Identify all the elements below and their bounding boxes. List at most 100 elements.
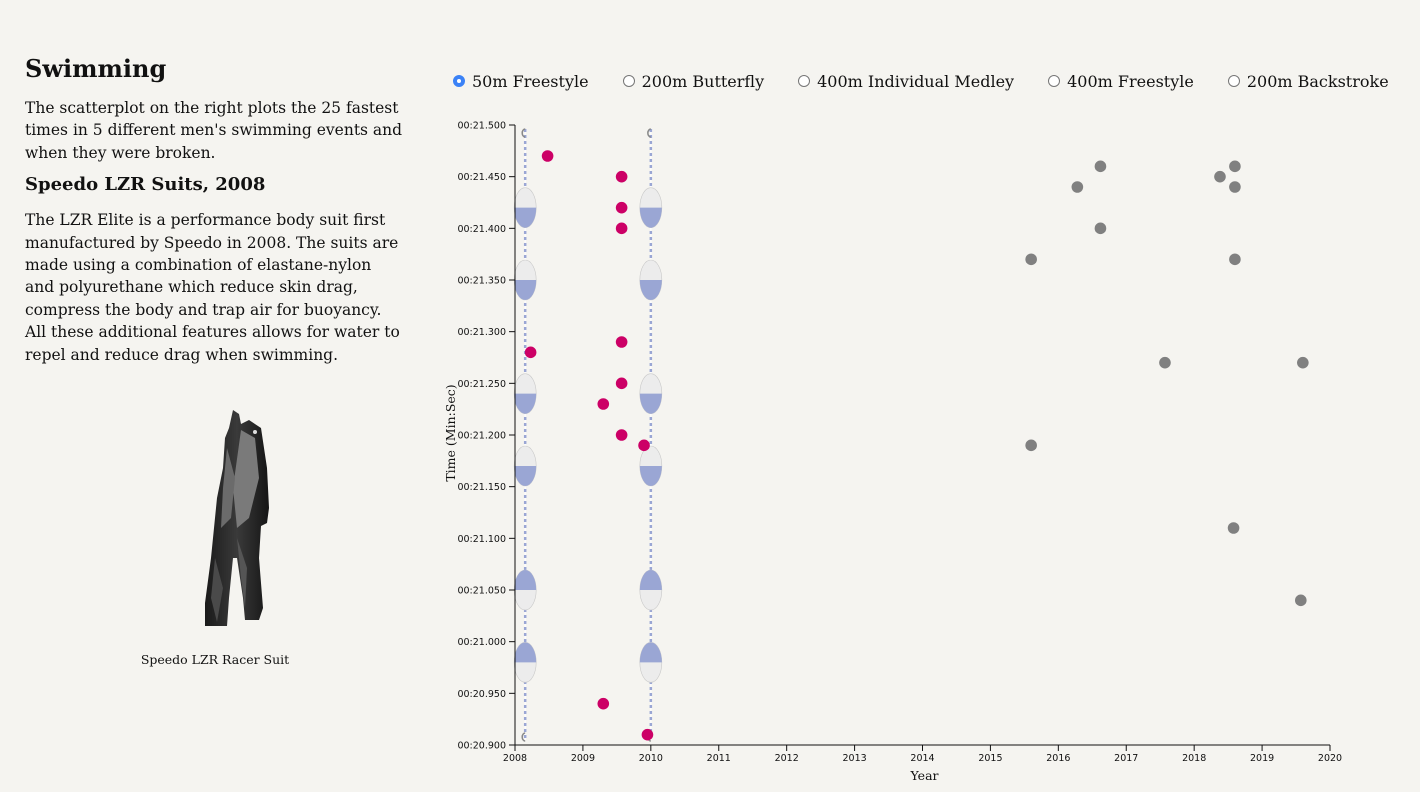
data-point [1294, 594, 1307, 607]
event-option-400m-freestyle[interactable]: 400m Freestyle [1048, 72, 1194, 91]
event-radio[interactable] [1227, 75, 1240, 87]
data-point [1214, 170, 1226, 183]
data-point [615, 222, 628, 235]
y-tick-label: 00:21.250 [457, 379, 506, 390]
data-point [615, 429, 628, 441]
y-tick-label: 00:21.350 [457, 276, 506, 287]
data-point [1297, 356, 1309, 369]
float-band [514, 570, 537, 590]
x-tick-label: 2015 [978, 753, 1002, 764]
float-band [639, 393, 662, 414]
data-point [1159, 356, 1171, 369]
rope-float [513, 445, 537, 487]
y-tick-label: 00:21.000 [457, 637, 506, 648]
float-band [639, 642, 662, 663]
event-label[interactable]: 50m Freestyle [472, 71, 589, 91]
suit-caption: Speedo LZR Racer Suit [140, 652, 290, 667]
data-point [597, 398, 610, 410]
y-tick-label: 00:21.200 [457, 431, 506, 442]
y-tick-label: 00:21.400 [457, 224, 506, 235]
data-point [615, 170, 628, 183]
data-point [541, 150, 554, 162]
data-point [615, 336, 628, 348]
rope-hook [521, 732, 526, 742]
data-point [1025, 439, 1037, 452]
rope-float [639, 373, 663, 414]
y-tick-label: 00:21.050 [457, 586, 506, 597]
float-band [639, 207, 662, 228]
x-axis-title: Year [910, 768, 939, 783]
float-band [639, 570, 662, 590]
x-tick-label: 2018 [1182, 753, 1206, 764]
rope-float [513, 373, 537, 414]
y-tick-label: 00:20.900 [457, 741, 506, 752]
event-radio[interactable] [453, 75, 465, 87]
y-tick-label: 00:21.500 [457, 121, 506, 132]
y-tick-label: 00:21.150 [457, 482, 506, 493]
data-point [597, 697, 610, 710]
data-point [1229, 253, 1241, 266]
data-point [638, 439, 650, 452]
rope-hook [521, 128, 526, 138]
rope-float [639, 259, 663, 301]
float-band [514, 280, 537, 300]
axes: 00:21.500 00:21.450 00:21.400 00:21.350 00:2… [443, 121, 1342, 784]
event-option-400m-individual-medley[interactable]: 400m Individual Medley [798, 72, 1014, 91]
y-tick-label: 00:21.100 [457, 534, 506, 545]
event-radio[interactable] [622, 75, 635, 87]
data-point [1025, 253, 1037, 266]
data-point [615, 201, 628, 214]
rope-float [639, 445, 663, 487]
data-point [641, 728, 654, 741]
x-tick-label: 2016 [1046, 753, 1070, 764]
rope-float [639, 187, 663, 228]
event-option-200m-butterfly[interactable]: 200m Butterfly [622, 71, 765, 91]
y-tick-label: 00:20.950 [457, 689, 506, 700]
lane-ropes [513, 128, 663, 742]
data-point [615, 377, 628, 390]
x-tick-label: 2011 [707, 753, 731, 764]
event-label[interactable]: 200m Backstroke [1246, 71, 1389, 91]
suit-paragraph: The LZR Elite is a performance body suit… [25, 211, 400, 364]
rope-float [513, 569, 537, 611]
event-label[interactable]: 400m Freestyle [1067, 71, 1194, 91]
event-option-50m-freestyle[interactable]: 50m Freestyle [453, 72, 589, 91]
event-label[interactable]: 200m Butterfly [641, 71, 765, 91]
event-option-200m-backstroke[interactable]: 200m Backstroke [1227, 71, 1389, 91]
x-tick-label: 2009 [571, 753, 595, 764]
float-band [514, 393, 537, 414]
lane-rope [639, 128, 663, 742]
data-point [1094, 222, 1107, 235]
x-tick-label: 2019 [1250, 753, 1274, 764]
x-tick-label: 2008 [503, 753, 527, 764]
float-band [514, 466, 537, 487]
rope-hook [647, 128, 652, 138]
y-tick-label: 00:21.450 [457, 172, 506, 183]
event-label[interactable]: 400m Individual Medley [817, 71, 1015, 91]
page-title: Swimming [25, 54, 167, 83]
lane-rope [513, 128, 537, 742]
event-radio[interactable] [1048, 75, 1061, 87]
event-selector: 50m Freestyle 200m Butterfly 400m Individu… [453, 70, 1420, 92]
data-point [1229, 181, 1241, 193]
float-band [639, 280, 662, 300]
data-point [1094, 160, 1107, 173]
float-band [514, 207, 537, 228]
data-points [524, 150, 1309, 741]
suit-section-title: Speedo LZR Suits, 2008 [25, 174, 266, 196]
description-panel: Swimming The scatterplot on the right pl… [25, 54, 405, 667]
swimsuit-image [205, 410, 269, 626]
data-point [524, 346, 537, 359]
float-band [639, 466, 662, 487]
rope-float [513, 187, 537, 228]
x-tick-label: 2014 [910, 753, 934, 764]
x-tick-label: 2017 [1114, 753, 1138, 764]
event-radio[interactable] [798, 75, 811, 87]
rope-float [639, 642, 663, 683]
x-tick-label: 2020 [1318, 753, 1342, 764]
intro-paragraph: The scatterplot on the right plots the 2… [25, 99, 403, 162]
float-band [514, 642, 537, 663]
y-axis-title: Time (Min:Sec) [443, 384, 458, 481]
x-tick-label: 2010 [639, 753, 663, 764]
